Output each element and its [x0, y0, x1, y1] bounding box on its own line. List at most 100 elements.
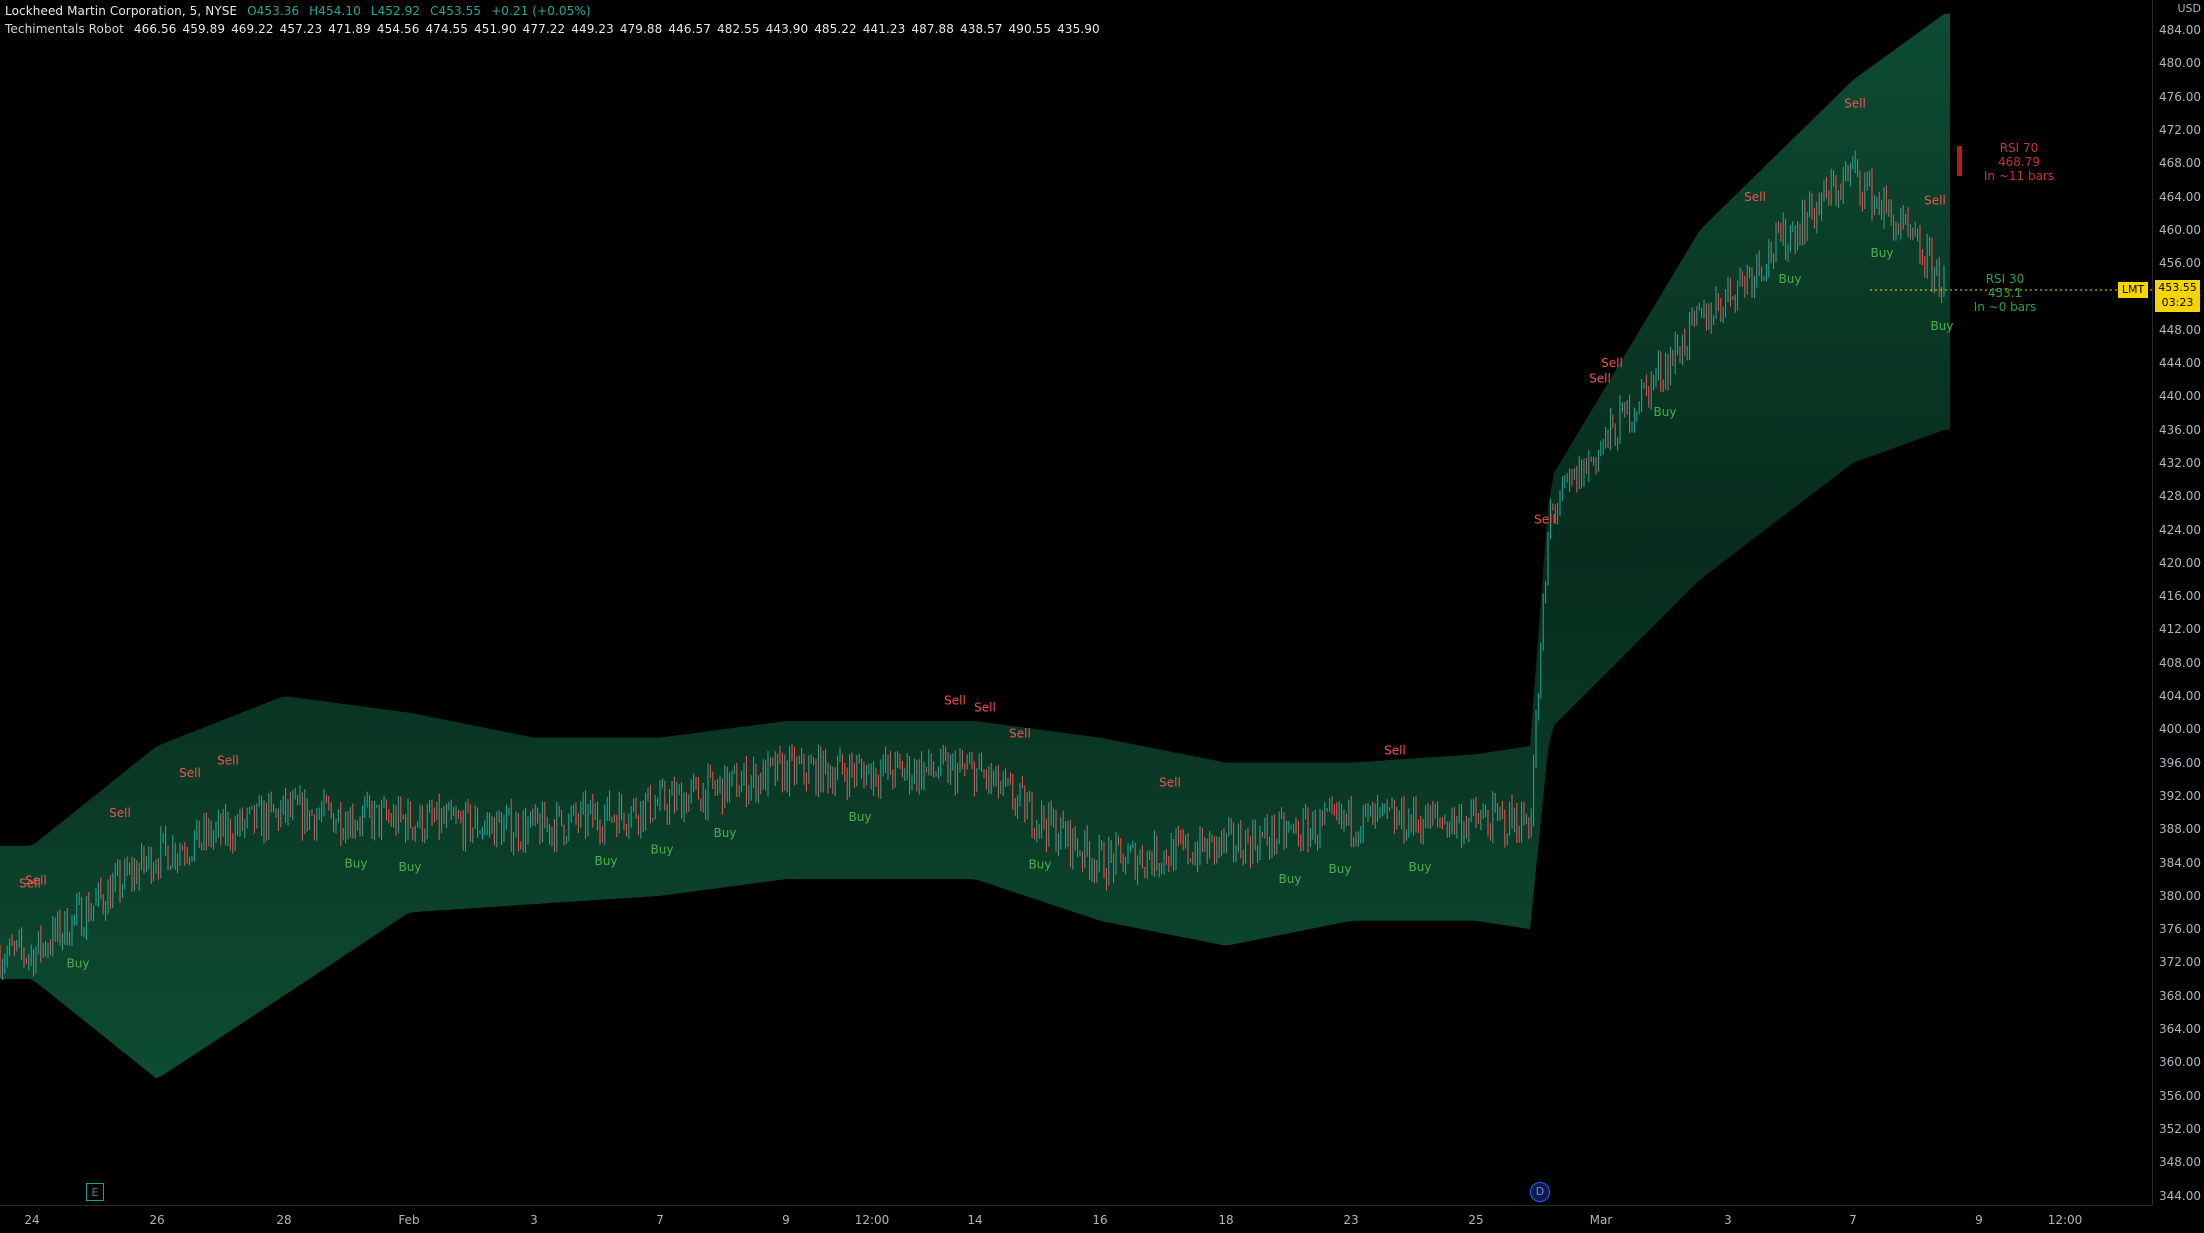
symbol-price-tag: LMT: [2118, 282, 2148, 298]
symbol-legend[interactable]: Lockheed Martin Corporation, 5, NYSE O45…: [5, 4, 597, 18]
rsi-overbought-label: RSI 70 468.79 In ~11 bars: [1974, 141, 2064, 183]
price-tick-label: 352.00: [2159, 1121, 2201, 1136]
sell-signal: Sell: [1159, 776, 1181, 790]
price-tick-label: 436.00: [2159, 422, 2201, 437]
buy-signal: Buy: [714, 826, 737, 840]
price-tick-label: 380.00: [2159, 888, 2201, 903]
time-tick-label: 7: [656, 1213, 664, 1227]
buy-signal: Buy: [399, 860, 422, 874]
price-tick-label: 456.00: [2159, 256, 2201, 271]
last-price-value: 453.55: [2158, 281, 2197, 294]
sell-signal: Sell: [19, 876, 41, 890]
price-tick-label: 432.00: [2159, 455, 2201, 470]
indicator-value: 443.90: [765, 22, 809, 36]
price-tick-label: 480.00: [2159, 56, 2201, 71]
price-tick-label: 396.00: [2159, 755, 2201, 770]
indicator-value: 438.57: [959, 22, 1003, 36]
indicator-value: 477.22: [522, 22, 566, 36]
sell-signal: Sell: [1384, 743, 1406, 757]
ohlc-low: L452.92: [370, 4, 421, 18]
price-tick-label: 424.00: [2159, 522, 2201, 537]
indicator-value: 446.57: [668, 22, 711, 36]
sell-signal: Sell: [1844, 96, 1866, 110]
indicator-value: 451.90: [474, 22, 517, 36]
sell-signal: Sell: [1744, 190, 1766, 204]
indicator-value: 454.56: [376, 22, 420, 36]
earnings-marker-icon[interactable]: E: [86, 1183, 104, 1201]
last-price-tag: 453.55 03:23: [2155, 280, 2200, 312]
sell-signal: Sell: [1009, 726, 1031, 740]
time-tick-label: 28: [276, 1213, 292, 1227]
indicator-value: 435.90: [1057, 22, 1100, 36]
indicator-value: 479.88: [619, 22, 663, 36]
rsi70-eta: In ~11 bars: [1983, 169, 2055, 183]
indicator-value: 487.88: [911, 22, 954, 36]
time-tick-label: 12:00: [2047, 1213, 2083, 1227]
rsi70-price: 468.79: [1998, 155, 2040, 169]
buy-signal: Buy: [1871, 246, 1894, 260]
currency-label: USD: [2177, 2, 2201, 15]
time-tick-label: 12:00: [854, 1213, 890, 1227]
candles: [0, 150, 1945, 981]
price-tick-label: 404.00: [2159, 689, 2201, 703]
time-tick-label: 23: [1343, 1213, 1359, 1227]
price-tick-label: 460.00: [2159, 222, 2201, 237]
indicator-legend[interactable]: Techimentals Robot 466.56 459.89 469.22 457…: [5, 22, 1112, 36]
time-tick-label: Mar: [1589, 1213, 1613, 1227]
time-tick-label: Feb: [398, 1213, 420, 1227]
price-axis[interactable]: USD 484.00 480.00 476.00 472.00 468.00 464.00…: [2152, 0, 2204, 1205]
price-tick-label: 428.00: [2159, 489, 2201, 504]
price-tick-label: 392.00: [2159, 788, 2201, 803]
price-tick-label: 444.00: [2159, 356, 2201, 370]
sell-signal: Sell: [944, 693, 966, 707]
price-tick-label: 376.00: [2159, 922, 2201, 937]
price-tick-label: 476.00: [2159, 89, 2201, 104]
indicator-value: 469.22: [231, 22, 274, 36]
time-tick-label: 16: [1092, 1213, 1108, 1227]
indicator-value: 471.89: [328, 22, 371, 36]
rsi-oversold-label: RSI 30 453.1 In ~0 bars: [1960, 272, 2050, 314]
bar-countdown: 03:23: [2161, 296, 2194, 309]
buy-signal: Buy: [1329, 862, 1352, 876]
time-tick-label: 3: [1724, 1213, 1732, 1227]
price-tick-label: 412.00: [2159, 622, 2201, 637]
dividend-marker-icon[interactable]: D: [1530, 1182, 1550, 1202]
price-tick-label: 364.00: [2159, 1022, 2201, 1036]
sell-signal: Sell: [109, 806, 131, 820]
price-tick-label: 464.00: [2159, 189, 2201, 204]
indicator-value: 449.23: [571, 22, 614, 36]
price-tick-label: 484.00: [2159, 23, 2201, 37]
sell-signal: Sell: [1534, 512, 1556, 526]
indicator-value: 441.23: [862, 22, 906, 36]
rsi30-title: RSI 30: [1985, 272, 2025, 286]
buy-signal: Buy: [1931, 319, 1954, 333]
time-tick-label: 7: [1849, 1213, 1857, 1227]
sell-signal: Sell: [1589, 371, 1611, 385]
rsi30-price: 453.1: [1987, 286, 2023, 300]
rsi70-title: RSI 70: [1999, 141, 2039, 155]
time-tick-label: 18: [1218, 1213, 1234, 1227]
price-tick-label: 348.00: [2159, 1155, 2201, 1170]
time-axis[interactable]: 24 26 28 Feb 3 7 9 12:00 14 16 18 23 25 Mar 3 7 9 12:00: [0, 1205, 2152, 1233]
price-tick-label: 344.00: [2159, 1188, 2201, 1203]
sell-signal: Sell: [1601, 356, 1623, 370]
buy-signal: Buy: [849, 810, 872, 824]
regression-band: [0, 13, 1950, 1079]
indicator-values: 466.56 459.89 469.22 457.23 471.89 454.56 474.…: [134, 22, 1106, 36]
sell-signal: Sell: [1924, 194, 1946, 208]
rsi-marker-bar: [1957, 146, 1962, 176]
band-fill: [0, 13, 1950, 1079]
indicator-value: 490.55: [1008, 22, 1052, 36]
buy-signal: Buy: [1654, 405, 1677, 419]
price-tick-label: 408.00: [2159, 655, 2201, 670]
buy-signal: Buy: [345, 856, 368, 870]
price-tick-label: 448.00: [2159, 322, 2201, 337]
indicator-value: 466.56: [133, 22, 177, 36]
price-tick-label: 368.00: [2159, 988, 2201, 1003]
indicator-value: 474.55: [425, 22, 469, 36]
price-tick-label: 472.00: [2159, 122, 2201, 137]
indicator-value: 459.89: [182, 22, 226, 36]
price-tick-label: 360.00: [2159, 1055, 2201, 1070]
